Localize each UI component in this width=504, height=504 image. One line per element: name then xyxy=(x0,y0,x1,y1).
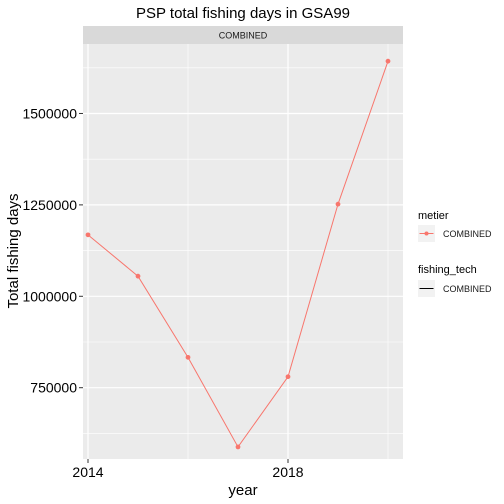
y-tick-label: 1500000 xyxy=(22,105,77,121)
data-point xyxy=(335,201,341,207)
legend-metier-title: metier xyxy=(418,210,449,222)
legend-fishing-tech-title: fishing_tech xyxy=(418,264,477,276)
series-layer xyxy=(85,58,391,450)
chart-title: PSP total fishing days in GSA99 xyxy=(136,5,350,22)
legend-metier: metier COMBINED xyxy=(418,210,492,242)
data-point xyxy=(235,444,241,450)
x-tick-label: 2018 xyxy=(272,464,303,480)
facet-strip xyxy=(83,26,403,44)
data-point xyxy=(135,273,141,279)
data-point xyxy=(85,232,91,238)
data-point xyxy=(385,58,391,64)
y-tick-label: 750000 xyxy=(30,380,77,396)
x-axis: 2014 2018 xyxy=(72,459,304,480)
facet-strip-label: COMBINED xyxy=(219,31,268,41)
y-axis-title: Total fishing days xyxy=(5,193,22,308)
legend-fishing-tech-label: COMBINED xyxy=(443,284,492,294)
data-point xyxy=(285,374,291,380)
y-axis: 750000 1000000 1250000 1500000 xyxy=(22,105,83,396)
minor-grid xyxy=(83,44,403,459)
x-axis-title: year xyxy=(228,482,257,499)
legend-metier-key-point xyxy=(424,231,429,236)
y-tick-label: 1250000 xyxy=(22,197,77,213)
x-tick-label: 2014 xyxy=(72,464,103,480)
legend-fishing-tech: fishing_tech COMBINED xyxy=(418,264,492,297)
legend-metier-label: COMBINED xyxy=(443,229,492,239)
major-grid xyxy=(83,44,403,459)
data-point xyxy=(185,354,191,360)
y-tick-label: 1000000 xyxy=(22,288,77,304)
plot-panel xyxy=(83,44,403,459)
